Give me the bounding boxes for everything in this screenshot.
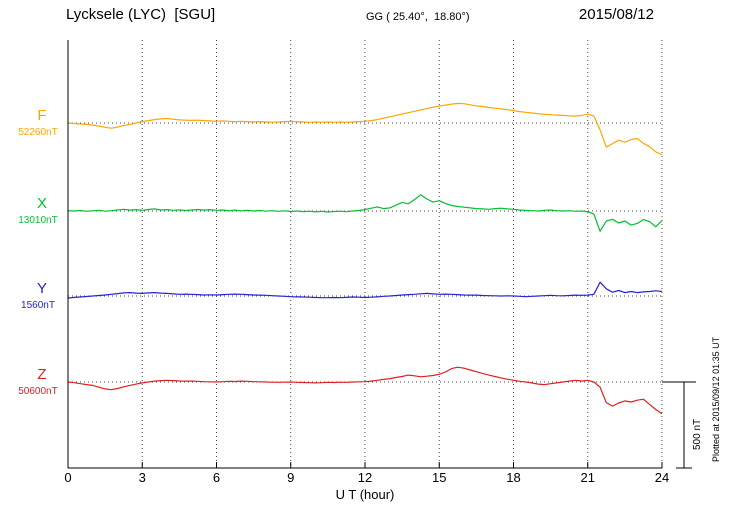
x-tick-label: 21 [580,470,595,485]
series-letter-Y: Y [36,280,47,297]
x-tick-label: 6 [212,470,221,485]
scalebar-label: 500 nT [692,418,703,450]
series-baseline-value-F: 52260nT [18,127,58,138]
station-title: Lycksele (LYC) [SGU] [66,6,216,23]
series-letter-X: X [36,195,47,212]
series-baseline-value-Y: 1560nT [21,300,55,311]
x-axis-label: U T (hour) [335,487,395,502]
x-tick-label: 12 [357,470,373,485]
x-tick-label: 3 [138,470,146,485]
geographic-coords: GG ( 25.40°, 18.80°) [366,11,470,23]
series-letter-Z: Z [37,366,47,383]
x-tick-label: 0 [64,470,72,485]
plot-date: 2015/08/12 [578,6,654,23]
x-tick-label: 15 [432,470,447,485]
x-tick-label: 18 [506,470,521,485]
x-tick-label: 9 [287,470,295,485]
plotted-at-note: Plotted at 2015/09/12 01:35 UT [711,336,721,462]
x-tick-label: 24 [654,470,670,485]
series-baseline-value-X: 13010nT [18,215,58,226]
series-letter-F: F [37,107,47,124]
series-baseline-value-Z: 50600nT [18,386,58,397]
